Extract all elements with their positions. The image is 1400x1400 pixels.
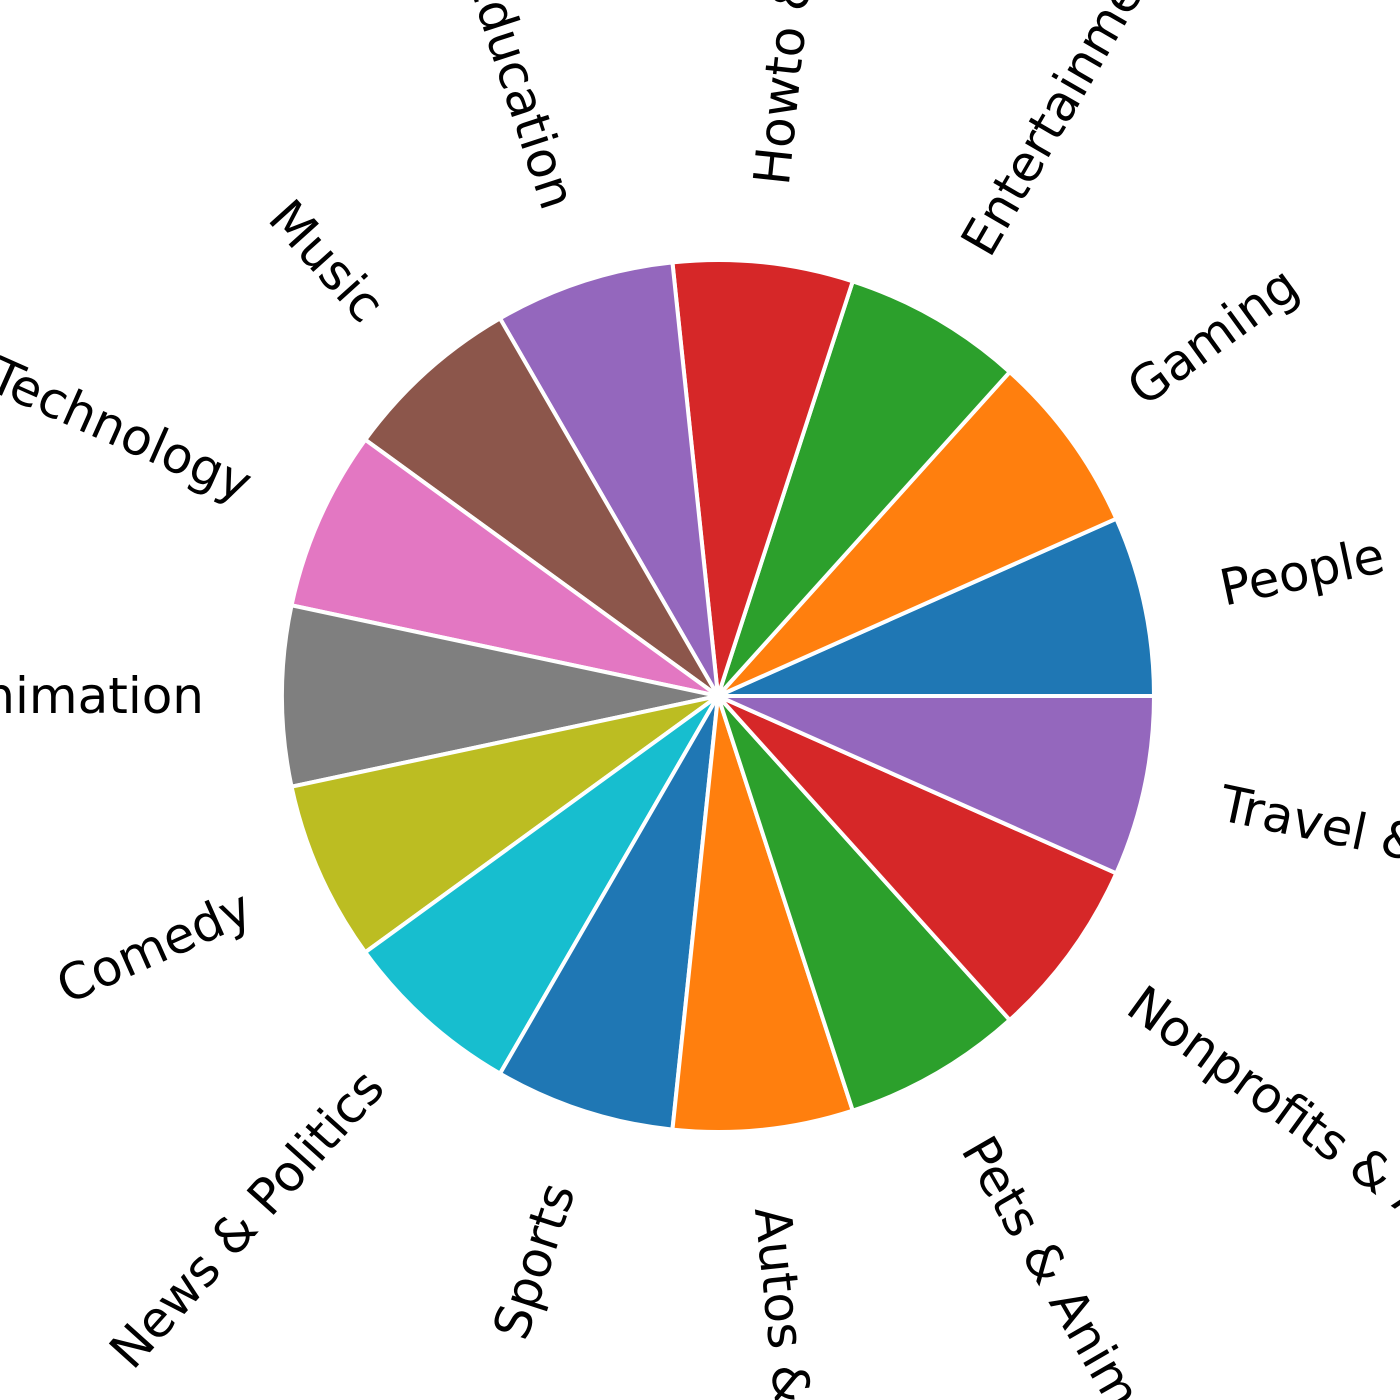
pie-label-howto-and-style: Howto & Style xyxy=(743,0,838,188)
pie-slice-music xyxy=(363,316,720,698)
pie-label-film-and-animation: Film & Animation xyxy=(0,667,204,725)
pie-slice-news-and-politics xyxy=(363,694,720,1076)
pie-label-entertainment: Entertainment xyxy=(950,0,1181,265)
pie-slice-film-and-animation xyxy=(280,603,720,789)
pie-label-travel-and-events: Travel & Events xyxy=(1214,774,1400,912)
pie-label-pets-and-animals: Pets & Animals xyxy=(950,1127,1188,1400)
pie-slice-comedy xyxy=(289,694,720,955)
pie-slice-pets-and-animals xyxy=(716,694,1012,1113)
pie-slice-entertainment xyxy=(716,279,1012,698)
pie-label-science-and-technology: Science & Technology xyxy=(0,239,260,514)
pie-label-sports: Sports xyxy=(482,1176,587,1346)
pie-label-education: Education xyxy=(455,0,587,216)
pie-label-music: Music xyxy=(257,189,395,334)
pie-slices xyxy=(280,258,1156,1134)
pie-slice-people-and-blogs xyxy=(716,516,1156,698)
pie-label-comedy: Comedy xyxy=(48,879,260,1016)
pie-slice-science-and-technology xyxy=(289,437,720,698)
pie-slice-howto-and-style xyxy=(670,258,855,698)
pie-label-news-and-politics: News & Politics xyxy=(98,1059,395,1380)
pie-label-autos-and-vehicles: Autos & Vehicles xyxy=(743,1204,844,1400)
pie-slice-nonprofits-and-activism xyxy=(716,694,1119,1023)
pie-label-gaming: Gaming xyxy=(1117,256,1309,418)
pie-slice-gaming xyxy=(716,369,1119,698)
pie-slice-education xyxy=(498,260,720,698)
pie-label-nonprofits-and-activism: Nonprofits & Activism xyxy=(1117,975,1400,1340)
pie-slice-autos-and-vehicles xyxy=(670,694,855,1134)
pie-slice-sports xyxy=(498,694,720,1132)
pie-slice-travel-and-events xyxy=(716,694,1156,876)
pie-label-people-and-blogs: People & Blogs xyxy=(1215,483,1400,617)
